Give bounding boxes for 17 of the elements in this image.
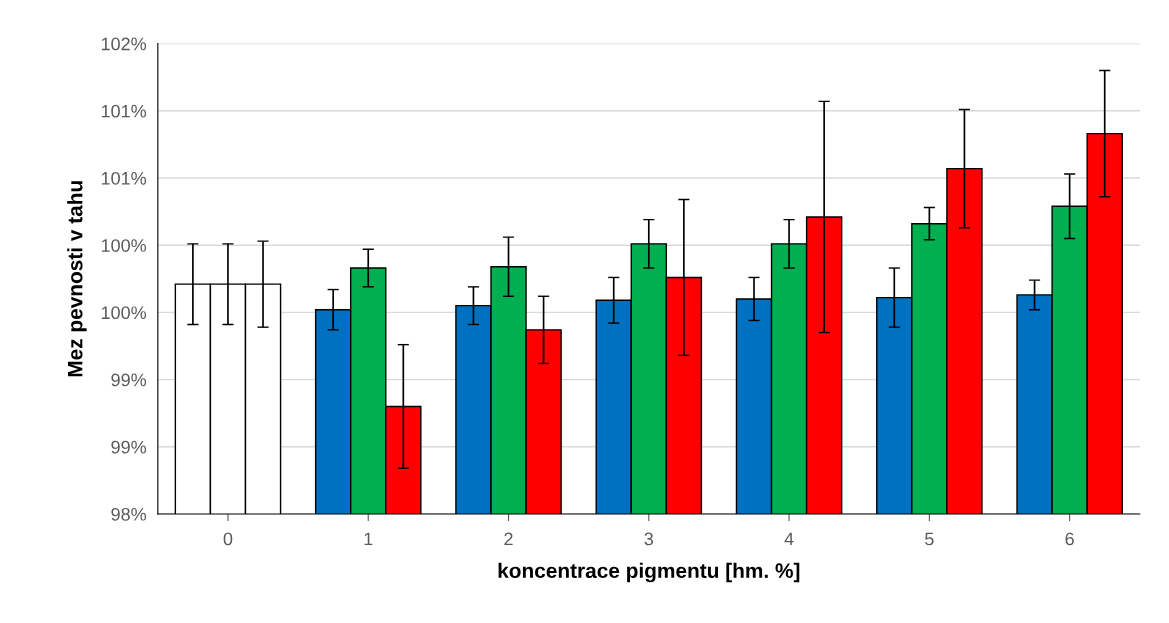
y-tick-label: 99%	[111, 440, 147, 454]
x-tick-label: 0	[223, 532, 233, 546]
y-tick-label: 100%	[101, 239, 147, 252]
x-tick-label: 6	[1065, 532, 1074, 546]
y-tick-label: 98%	[111, 507, 147, 521]
y-tick-label: 101%	[101, 171, 147, 185]
x-tick-label: 3	[644, 532, 654, 546]
y-tick-label: 102%	[101, 37, 147, 51]
y-tick-label: 101%	[101, 104, 147, 118]
y-axis-title: Mez pevnosti v tahu	[67, 181, 87, 377]
x-tick-label: 2	[504, 532, 513, 546]
x-tick-label: 1	[364, 532, 373, 546]
x-tick-label: 4	[784, 532, 794, 546]
x-axis-title: koncentrace pigmentu [hm. %]	[498, 562, 800, 583]
y-tick-label: 100%	[101, 306, 147, 320]
y-tick-label: 99%	[111, 373, 147, 387]
x-tick-label: 5	[925, 532, 934, 546]
